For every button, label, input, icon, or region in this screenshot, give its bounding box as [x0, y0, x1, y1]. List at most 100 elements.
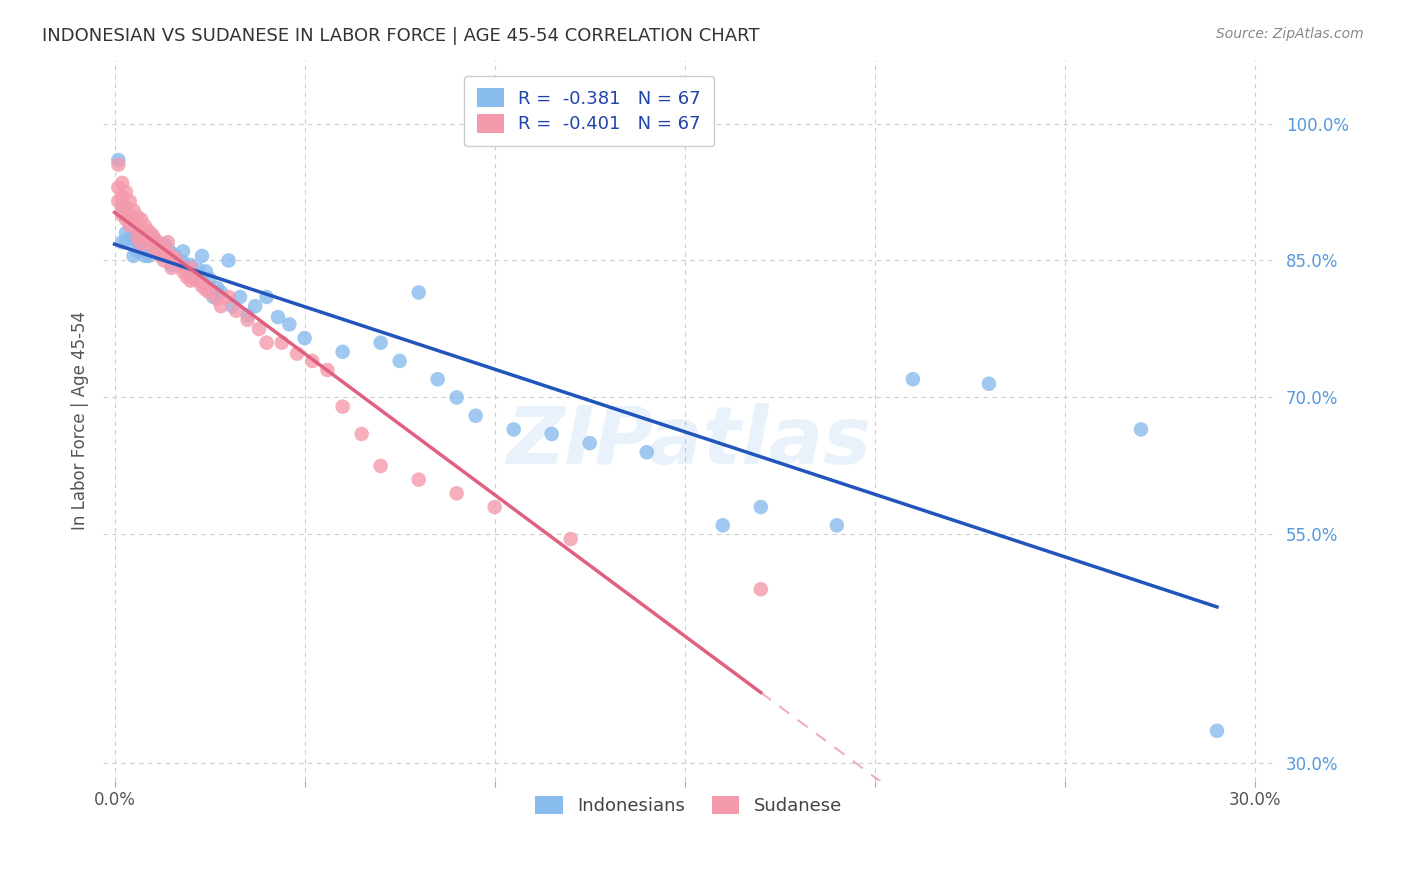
- Point: [236, 308, 259, 322]
- Legend: Indonesians, Sudanese: Indonesians, Sudanese: [524, 785, 852, 826]
- Point: [198, 285, 221, 300]
- Point: [160, 258, 183, 272]
- Point: [149, 237, 172, 252]
- Point: [165, 252, 187, 266]
- Point: [160, 246, 183, 260]
- Point: [115, 212, 138, 227]
- Point: [247, 322, 270, 336]
- Point: [129, 226, 152, 240]
- Point: [301, 354, 323, 368]
- Point: [446, 486, 468, 500]
- Point: [115, 201, 138, 215]
- Text: Source: ZipAtlas.com: Source: ZipAtlas.com: [1216, 27, 1364, 41]
- Point: [198, 272, 221, 286]
- Point: [107, 194, 129, 208]
- Point: [138, 235, 160, 250]
- Point: [578, 436, 600, 450]
- Point: [267, 310, 290, 325]
- Point: [134, 235, 156, 250]
- Point: [749, 582, 772, 597]
- Point: [107, 180, 129, 194]
- Point: [153, 243, 176, 257]
- Point: [156, 246, 179, 260]
- Point: [370, 335, 392, 350]
- Point: [464, 409, 486, 423]
- Point: [370, 458, 392, 473]
- Point: [540, 427, 562, 442]
- Point: [180, 274, 202, 288]
- Point: [270, 335, 292, 350]
- Point: [180, 258, 202, 272]
- Point: [111, 208, 134, 222]
- Point: [127, 244, 149, 259]
- Point: [127, 210, 149, 224]
- Point: [138, 235, 160, 250]
- Point: [256, 335, 278, 350]
- Point: [156, 242, 179, 256]
- Point: [180, 260, 202, 275]
- Point: [122, 214, 145, 228]
- Point: [245, 299, 267, 313]
- Point: [129, 230, 152, 244]
- Point: [560, 532, 582, 546]
- Point: [316, 363, 339, 377]
- Point: [229, 290, 252, 304]
- Point: [205, 292, 228, 306]
- Point: [183, 272, 205, 286]
- Point: [111, 199, 134, 213]
- Point: [145, 244, 167, 259]
- Point: [129, 237, 152, 252]
- Point: [111, 199, 134, 213]
- Point: [285, 346, 308, 360]
- Point: [129, 244, 152, 259]
- Point: [209, 299, 232, 313]
- Point: [111, 235, 134, 250]
- Point: [711, 518, 734, 533]
- Point: [187, 262, 209, 277]
- Point: [129, 212, 152, 227]
- Point: [153, 237, 176, 252]
- Point: [127, 221, 149, 235]
- Point: [209, 285, 232, 300]
- Point: [160, 260, 183, 275]
- Point: [749, 500, 772, 514]
- Point: [408, 473, 430, 487]
- Point: [256, 290, 278, 304]
- Point: [118, 194, 141, 208]
- Point: [388, 354, 411, 368]
- Point: [202, 290, 225, 304]
- Point: [236, 313, 259, 327]
- Point: [115, 226, 138, 240]
- Point: [118, 219, 141, 233]
- Point: [502, 422, 524, 436]
- Point: [141, 227, 163, 242]
- Point: [107, 158, 129, 172]
- Point: [145, 234, 167, 248]
- Point: [149, 246, 172, 260]
- Point: [225, 303, 247, 318]
- Point: [183, 267, 205, 281]
- Point: [107, 153, 129, 167]
- Point: [332, 344, 354, 359]
- Point: [145, 237, 167, 252]
- Point: [1206, 723, 1229, 738]
- Point: [138, 224, 160, 238]
- Point: [134, 249, 156, 263]
- Point: [218, 290, 240, 304]
- Text: INDONESIAN VS SUDANESE IN LABOR FORCE | AGE 45-54 CORRELATION CHART: INDONESIAN VS SUDANESE IN LABOR FORCE | …: [42, 27, 759, 45]
- Point: [977, 376, 1000, 391]
- Point: [191, 249, 214, 263]
- Point: [149, 249, 172, 263]
- Point: [176, 262, 198, 277]
- Point: [446, 391, 468, 405]
- Point: [167, 258, 190, 272]
- Point: [156, 235, 179, 250]
- Point: [426, 372, 449, 386]
- Point: [194, 283, 217, 297]
- Point: [122, 249, 145, 263]
- Point: [1129, 422, 1152, 436]
- Point: [278, 318, 301, 332]
- Point: [111, 189, 134, 203]
- Point: [111, 176, 134, 190]
- Point: [134, 219, 156, 233]
